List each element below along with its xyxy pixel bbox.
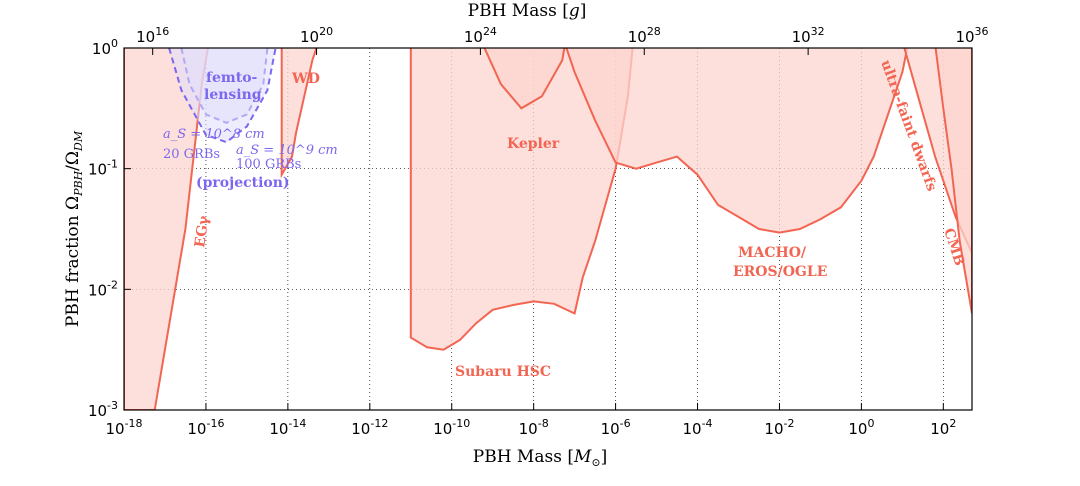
axis-ticks: 10-18 10-16 10-14 10-12 10-10 10-8 10-6 10-4 10-… [88,25,989,438]
label-subaru-hsc: Subaru HSC [455,364,551,380]
label-projection: (projection) [196,175,290,191]
x-tick-label-bottom: 10-16 [187,417,224,438]
y-tick-label: 100 [92,37,118,58]
y-tick-label: 10-3 [88,399,118,420]
label-100-grbs: 100 GRBs [236,157,301,172]
constraint-regions [124,48,972,410]
bottom-axis-title: PBH Mass [M⊙] [473,447,607,469]
label-femto-2: lensing [204,87,262,103]
label-macho-1: MACHO/ [738,245,807,261]
boundary-subaru-hsc [409,48,634,351]
x-tick-label-bottom: 10-2 [764,417,794,438]
x-tick-label-top: 1016 [136,25,169,46]
region-kepler [484,48,565,109]
boundary-wd [280,48,318,179]
x-tick-label-top: 1032 [792,25,825,46]
x-tick-label-top: 1028 [628,25,661,46]
label-as-1e8: a_S = 10^8 cm [163,127,265,142]
label-macho-2: EROS/OGLE [733,264,827,280]
x-tick-label-bottom: 100 [848,417,874,438]
label-20-grbs: 20 GRBs [163,147,220,162]
projection-line-femtolensing-100-grbs-projection [168,48,277,144]
label-wd: WD [291,71,320,87]
boundary-cmb [934,48,972,314]
x-tick-label-bottom: 10-6 [601,417,631,438]
label-femto-1: femto- [206,70,258,86]
x-tick-label-top: 1024 [464,25,497,46]
label-kepler: Kepler [507,136,560,152]
top-axis-title: PBH Mass [g] [468,1,587,21]
plot-frame [123,47,973,411]
y-axis-title: PBH fraction ΩPBH/ΩDM [63,130,85,327]
label-as-1e9: a_S = 10^9 cm [236,143,338,158]
region-subaru-hsc [410,48,633,350]
boundary-kepler [483,48,566,110]
x-tick-label-bottom: 10-4 [682,417,712,438]
boundary-ultra-faint-dwarfs [903,48,972,254]
x-tick-label-top: 1036 [955,25,988,46]
boundary-macho-eros-ogle [565,48,909,234]
y-tick-label: 10-1 [88,158,118,179]
x-tick-label-bottom: 10-8 [519,417,549,438]
y-tick-label: 10-2 [88,278,118,299]
x-tick-label-bottom: 10-10 [433,417,470,438]
region-eg [124,48,208,410]
projection-fill-femtolensing-100-grbs-projection [169,48,276,143]
x-tick-label-bottom: 10-14 [269,417,306,438]
x-tick-label-bottom: 10-18 [105,417,142,438]
x-tick-label-bottom: 10-12 [351,417,388,438]
x-tick-label-top: 1020 [300,25,333,46]
region-macho-eros-ogle [566,48,908,233]
x-tick-label-bottom: 102 [930,417,956,438]
label-eg-gamma: EGγ [192,214,212,249]
